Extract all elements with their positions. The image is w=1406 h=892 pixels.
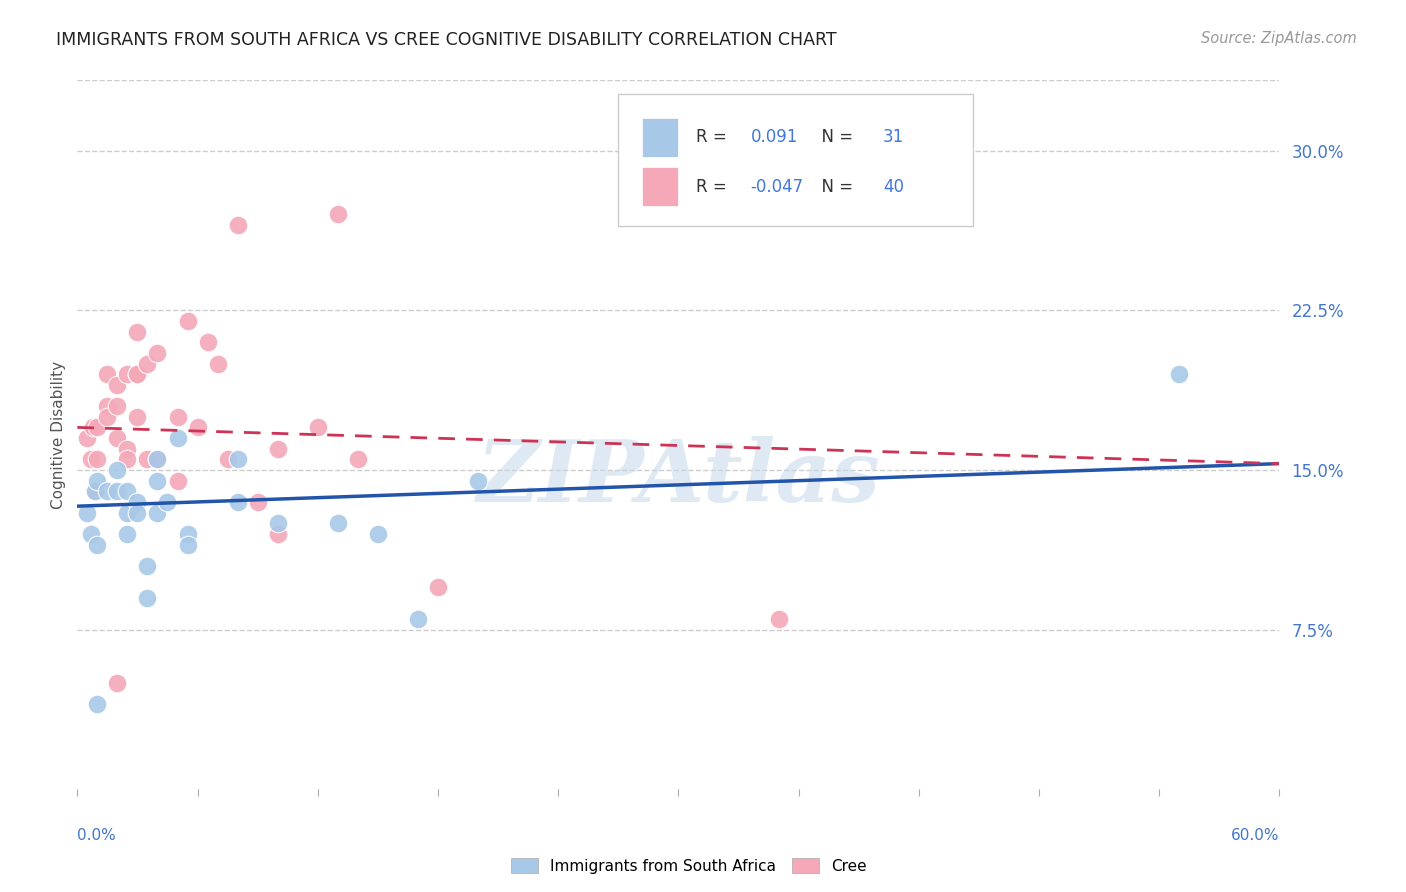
Point bbox=[226, 452, 249, 467]
FancyBboxPatch shape bbox=[643, 118, 679, 156]
Point bbox=[146, 506, 169, 520]
Text: 40: 40 bbox=[883, 178, 904, 195]
Point bbox=[86, 474, 108, 488]
Point bbox=[768, 612, 790, 626]
Y-axis label: Cognitive Disability: Cognitive Disability bbox=[51, 360, 66, 509]
FancyBboxPatch shape bbox=[643, 167, 679, 206]
Point bbox=[76, 431, 98, 445]
Point bbox=[127, 409, 149, 424]
Point bbox=[136, 357, 159, 371]
Point bbox=[146, 452, 169, 467]
Point bbox=[107, 377, 129, 392]
Point bbox=[82, 420, 104, 434]
Point bbox=[86, 698, 108, 712]
Point bbox=[107, 463, 129, 477]
Point bbox=[127, 367, 149, 381]
Point bbox=[117, 452, 139, 467]
Text: N =: N = bbox=[811, 178, 858, 195]
Point bbox=[127, 325, 149, 339]
Point bbox=[217, 452, 239, 467]
Text: 60.0%: 60.0% bbox=[1232, 829, 1279, 844]
Point bbox=[347, 452, 370, 467]
Point bbox=[86, 420, 108, 434]
Point bbox=[427, 580, 450, 594]
Point bbox=[107, 484, 129, 499]
Point bbox=[80, 527, 103, 541]
Point bbox=[117, 367, 139, 381]
Point bbox=[166, 409, 188, 424]
Text: 0.0%: 0.0% bbox=[77, 829, 117, 844]
Point bbox=[226, 495, 249, 509]
Point bbox=[96, 409, 118, 424]
Point bbox=[166, 431, 188, 445]
Text: Source: ZipAtlas.com: Source: ZipAtlas.com bbox=[1201, 31, 1357, 46]
Text: IMMIGRANTS FROM SOUTH AFRICA VS CREE COGNITIVE DISABILITY CORRELATION CHART: IMMIGRANTS FROM SOUTH AFRICA VS CREE COG… bbox=[56, 31, 837, 49]
Legend: Immigrants from South Africa, Cree: Immigrants from South Africa, Cree bbox=[505, 852, 873, 880]
Point bbox=[326, 207, 349, 221]
Text: 31: 31 bbox=[883, 128, 904, 146]
Point bbox=[136, 452, 159, 467]
Text: N =: N = bbox=[811, 128, 858, 146]
Point bbox=[96, 484, 118, 499]
Point bbox=[197, 335, 219, 350]
Point bbox=[226, 218, 249, 232]
Point bbox=[127, 506, 149, 520]
Point bbox=[267, 442, 290, 456]
Point bbox=[80, 452, 103, 467]
Point bbox=[96, 399, 118, 413]
Point bbox=[76, 506, 98, 520]
Point bbox=[136, 558, 159, 573]
Point bbox=[117, 506, 139, 520]
Point bbox=[1168, 367, 1191, 381]
Point bbox=[117, 484, 139, 499]
Point bbox=[267, 516, 290, 531]
Point bbox=[187, 420, 209, 434]
Point bbox=[307, 420, 329, 434]
Point bbox=[84, 484, 107, 499]
Text: ZIPAtlas: ZIPAtlas bbox=[477, 435, 880, 519]
Point bbox=[117, 442, 139, 456]
Point bbox=[146, 452, 169, 467]
Text: -0.047: -0.047 bbox=[751, 178, 804, 195]
Point bbox=[86, 452, 108, 467]
Point bbox=[107, 676, 129, 690]
Point bbox=[467, 474, 489, 488]
Point bbox=[156, 495, 179, 509]
Point bbox=[246, 495, 269, 509]
Point bbox=[136, 591, 159, 605]
Point bbox=[84, 484, 107, 499]
Text: 0.091: 0.091 bbox=[751, 128, 797, 146]
Text: R =: R = bbox=[696, 178, 733, 195]
Point bbox=[176, 527, 198, 541]
Point bbox=[107, 399, 129, 413]
Point bbox=[117, 527, 139, 541]
Point bbox=[176, 537, 198, 551]
Point bbox=[96, 367, 118, 381]
Point bbox=[367, 527, 389, 541]
Point bbox=[166, 474, 188, 488]
Point bbox=[107, 431, 129, 445]
Point bbox=[127, 367, 149, 381]
Point bbox=[146, 474, 169, 488]
Point bbox=[207, 357, 229, 371]
Text: R =: R = bbox=[696, 128, 733, 146]
FancyBboxPatch shape bbox=[619, 95, 973, 226]
Point bbox=[127, 495, 149, 509]
Point bbox=[146, 346, 169, 360]
Point bbox=[86, 537, 108, 551]
Point bbox=[406, 612, 429, 626]
Point bbox=[326, 516, 349, 531]
Point bbox=[267, 527, 290, 541]
Point bbox=[176, 314, 198, 328]
